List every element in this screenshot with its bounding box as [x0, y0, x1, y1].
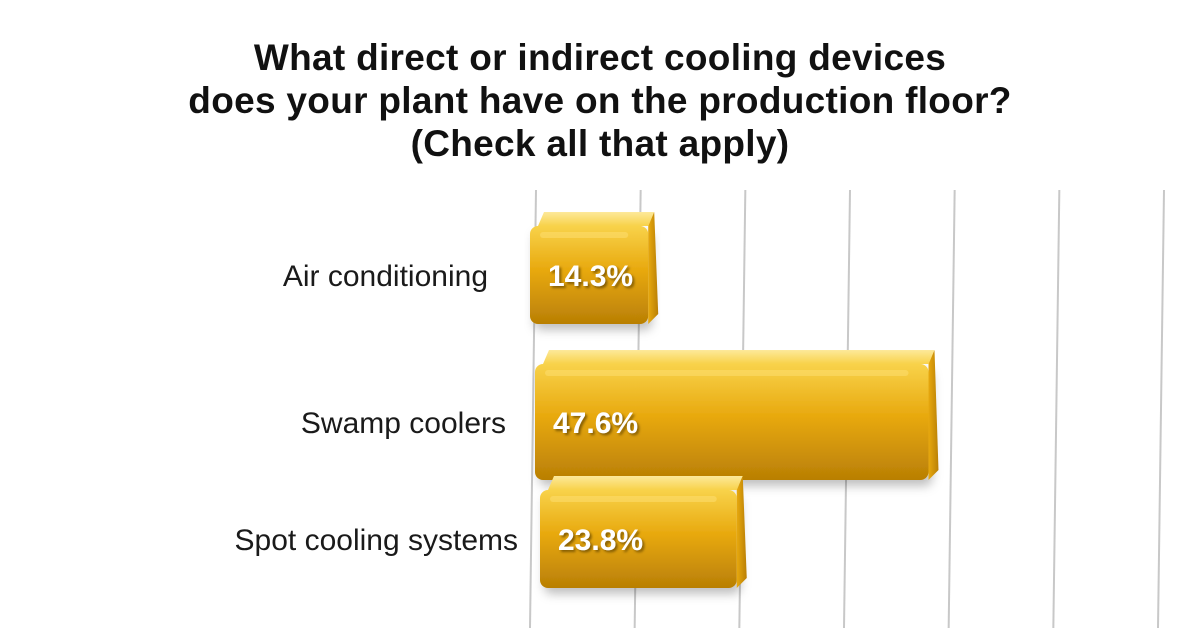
bar-end — [736, 476, 747, 588]
title-line-1: What direct or indirect cooling devices — [253, 37, 947, 78]
bar-top — [543, 350, 935, 364]
gridline — [1157, 189, 1165, 628]
value-label: 23.8% — [558, 524, 643, 557]
bar-top — [538, 212, 655, 226]
bar-group: 47.6% Swamp coolers — [301, 350, 939, 480]
value-label: 47.6% — [553, 407, 638, 440]
bar-highlight — [550, 496, 717, 502]
value-label: 14.3% — [548, 260, 633, 293]
category-label: Swamp coolers — [301, 407, 506, 440]
bar-top — [548, 476, 743, 490]
bar — [540, 490, 737, 588]
bar-group: 14.3% Air conditioning — [283, 212, 659, 324]
title-line-3: (Check all that apply) — [410, 123, 790, 164]
category-label: Spot cooling systems — [235, 524, 518, 557]
bar — [530, 226, 649, 324]
bar-group: 23.8% Spot cooling systems — [235, 476, 747, 588]
bar-highlight — [545, 370, 909, 376]
bar-highlight — [540, 232, 629, 238]
title-line-2: does your plant have on the production f… — [188, 80, 1012, 121]
gridline — [1052, 189, 1061, 628]
category-label: Air conditioning — [283, 260, 488, 293]
chart-title: What direct or indirect cooling devices … — [0, 36, 1200, 165]
bar-end — [928, 350, 939, 480]
bar — [535, 364, 929, 480]
gridline — [947, 189, 956, 628]
bar-end — [648, 212, 659, 324]
